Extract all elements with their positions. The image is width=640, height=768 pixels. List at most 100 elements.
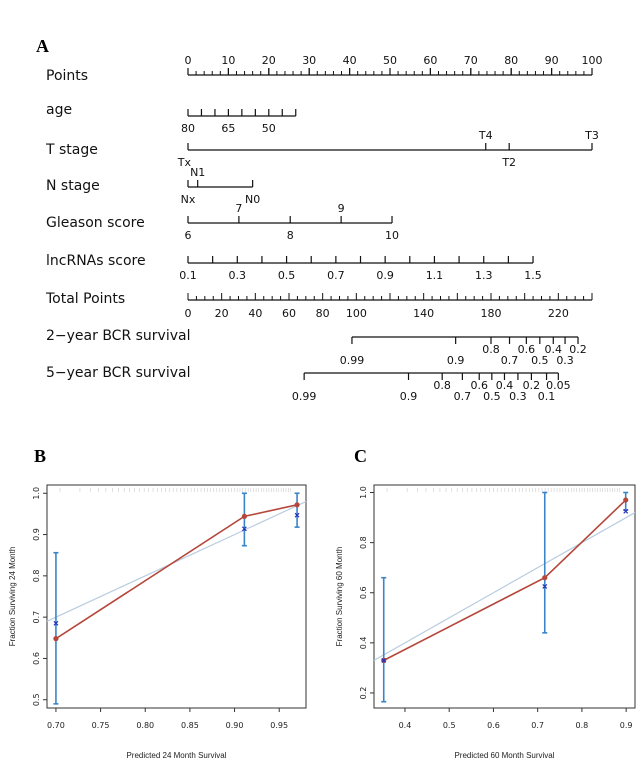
tick-label: 7 — [235, 202, 242, 215]
tick-label: 220 — [548, 307, 569, 320]
tick-label: 90 — [545, 54, 559, 67]
row-label: lncRNAs score — [46, 253, 146, 269]
corrected-point — [241, 526, 247, 532]
panel-label-a: A — [36, 36, 49, 56]
observed-point — [542, 575, 548, 581]
row-label: age — [46, 102, 72, 118]
tick-label: 10 — [385, 229, 399, 242]
row-label: Points — [46, 68, 88, 84]
x-tick-label: 0.80 — [136, 721, 154, 730]
tick-label: Tx — [177, 156, 192, 169]
panel-label-b: B — [34, 446, 46, 466]
y-tick-label: 0.2 — [359, 687, 368, 700]
x-axis-label: Predicted 24 Month Survival — [126, 751, 226, 760]
y-tick-label: 0.5 — [32, 693, 41, 706]
tick-label: 0.4 — [545, 343, 563, 356]
tick-label: 100 — [346, 307, 367, 320]
tick-label: T3 — [584, 129, 599, 142]
tick-label: 180 — [481, 307, 502, 320]
row-label: 5−year BCR survival — [46, 365, 190, 381]
observed-point — [53, 636, 59, 642]
tick-label: 0 — [185, 307, 192, 320]
x-axis-label: Predicted 60 Month Survival — [454, 751, 554, 760]
ideal-line — [373, 512, 636, 661]
observed-line — [55, 504, 298, 640]
tick-label: 0 — [185, 54, 192, 67]
corrected-point — [542, 584, 548, 589]
tick-label: 1.3 — [475, 269, 493, 282]
tick-label: 0.05 — [546, 379, 571, 392]
tick-label: 1.1 — [426, 269, 444, 282]
tick-label: 8 — [287, 229, 294, 242]
x-tick-label: 0.90 — [226, 721, 244, 730]
x-tick-label: 0.95 — [270, 721, 288, 730]
tick-label: 65 — [221, 122, 235, 135]
x-tick-label: 0.75 — [92, 721, 110, 730]
tick-label: 0.9 — [447, 354, 465, 367]
tick-label: 0.3 — [556, 354, 574, 367]
tick-label: 80 — [181, 122, 195, 135]
tick-label: 40 — [343, 54, 357, 67]
tick-label: 0.3 — [229, 269, 247, 282]
tick-label: 70 — [464, 54, 478, 67]
y-tick-label: 1.0 — [359, 486, 368, 499]
y-tick-label: 0.6 — [32, 652, 41, 665]
corrected-point — [623, 508, 629, 514]
tick-label: N1 — [190, 166, 205, 179]
tick-label: 20 — [262, 54, 276, 67]
x-tick-label: 0.4 — [399, 721, 412, 730]
y-tick-label: 0.6 — [359, 586, 368, 599]
tick-label: 0.2 — [569, 343, 587, 356]
tick-label: 0.8 — [433, 379, 451, 392]
tick-label: 50 — [262, 122, 276, 135]
row-label: T stage — [45, 142, 98, 158]
panel-label-c: C — [354, 446, 367, 466]
tick-label: 60 — [282, 307, 296, 320]
x-tick-label: 0.9 — [620, 721, 633, 730]
tick-label: Nx — [181, 193, 196, 206]
x-tick-label: 0.8 — [576, 721, 589, 730]
tick-label: 0.7 — [501, 354, 519, 367]
tick-label: 140 — [413, 307, 434, 320]
tick-label: 0.6 — [518, 343, 536, 356]
calibration-plot-60-month: 0.4 0.5 0.6 0.7 0.8 0.9 0.2 0.4 0.6 0.8 1.0 Predict… — [335, 484, 636, 760]
y-tick-label: 0.7 — [32, 611, 41, 624]
y-tick-label: 0.9 — [32, 528, 41, 541]
corrected-point — [53, 620, 59, 626]
ideal-line — [46, 500, 307, 622]
y-tick-label: 0.8 — [359, 536, 368, 549]
x-tick-label: 0.85 — [181, 721, 199, 730]
row-label: N stage — [46, 178, 100, 194]
row-label: Total Points — [45, 291, 125, 307]
tick-label: 0.2 — [523, 379, 541, 392]
x-tick-label: 0.6 — [487, 721, 500, 730]
tick-label: 0.8 — [482, 343, 500, 356]
plot-frame — [373, 484, 636, 709]
tick-label: 60 — [423, 54, 437, 67]
row-label: Gleason score — [46, 215, 145, 231]
x-tick-label: 0.5 — [443, 721, 456, 730]
tick-label: 0.7 — [327, 269, 345, 282]
tick-label: 0.6 — [470, 379, 488, 392]
calibration-plot-24-month: 0.70 0.75 0.80 0.85 0.90 0.95 0.5 0.6 0.7 0.8 0.9 1… — [8, 484, 307, 760]
tick-label: 0.5 — [531, 354, 549, 367]
tick-label: 80 — [504, 54, 518, 67]
plot-frame — [46, 484, 307, 709]
tick-label: 9 — [338, 202, 345, 215]
tick-label: 0.9 — [376, 269, 394, 282]
tick-label: 0.99 — [340, 354, 365, 367]
tick-label: 100 — [582, 54, 603, 67]
tick-label: T2 — [501, 156, 516, 169]
tick-label: 0.5 — [278, 269, 296, 282]
y-tick-label: 0.4 — [359, 636, 368, 649]
corrected-point — [294, 512, 300, 518]
tick-label: 0.1 — [538, 390, 556, 403]
tick-label: 20 — [215, 307, 229, 320]
tick-label: T4 — [478, 129, 493, 142]
observed-point — [294, 502, 300, 508]
tick-label: 0.4 — [496, 379, 514, 392]
tick-label: 40 — [248, 307, 262, 320]
tick-label: 30 — [302, 54, 316, 67]
